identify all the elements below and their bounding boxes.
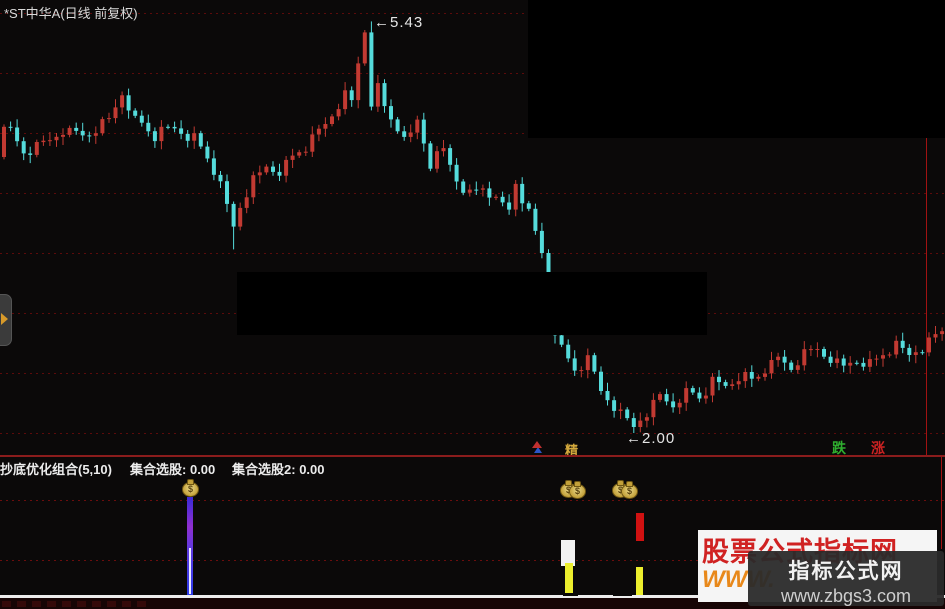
moneybag-sack: $	[569, 481, 586, 499]
main-candlestick-chart	[2, 21, 945, 433]
gridline	[0, 73, 945, 74]
gridline	[0, 373, 945, 374]
indicator-bar-purple	[187, 497, 193, 596]
triangle-red	[532, 441, 542, 448]
die-label: 跌	[832, 440, 846, 456]
indicator-bar-yellow	[565, 563, 573, 595]
moneybag-icon: $$	[560, 479, 586, 499]
moneybag-icon: $	[182, 478, 208, 498]
updown-triangle-icon	[531, 441, 543, 454]
scroll-left-tab[interactable]	[0, 294, 12, 346]
crosshair-vline	[941, 457, 942, 549]
moneybag-sack: $	[621, 481, 638, 499]
jing-badge: 精	[565, 443, 579, 458]
indicator-bar-red	[636, 513, 644, 541]
gridline	[0, 560, 945, 561]
moneybag-icon: $$	[612, 479, 638, 499]
gridline	[0, 133, 945, 134]
indicator-bar-yellow	[636, 567, 643, 595]
bottom-strip	[0, 598, 945, 609]
gridline	[0, 13, 945, 14]
panel-divider	[0, 455, 945, 457]
watermark-site-name: 指标公式网	[788, 560, 904, 583]
indicator-field1-value: 0.00	[189, 462, 216, 477]
baseline-notch	[613, 593, 632, 596]
indicator-field1: 集合选股: 0.00	[130, 459, 215, 478]
censor-box	[237, 272, 707, 335]
watermark-site-url: www.zbgs3.com	[780, 586, 912, 606]
indicator-field1-label: 集合选股:	[130, 462, 187, 477]
gridline	[0, 433, 945, 434]
indicator-bar-white	[561, 540, 575, 566]
indicator-field2: 集合选股2: 0.00	[232, 459, 325, 478]
chart-title: *ST中华A(日线 前复权)	[4, 6, 138, 21]
zero-baseline	[0, 595, 945, 598]
bottom-smudge	[2, 601, 152, 607]
baseline-notch	[563, 593, 578, 596]
triangle-blue	[534, 447, 542, 453]
gridline	[0, 253, 945, 254]
scroll-arrow-icon	[1, 313, 8, 325]
indicator-name[interactable]: 抄底优化组合(5,10)	[0, 462, 112, 477]
zhang-label: 涨	[871, 440, 885, 456]
gridline	[0, 193, 945, 194]
moneybag-sack: $	[182, 479, 199, 497]
gridline	[0, 500, 945, 501]
watermark-site-box: 指标公式网 www.zbgs3.com	[748, 551, 944, 606]
censor-box	[528, 0, 945, 138]
crosshair-vline	[926, 138, 927, 455]
low-price-annotation: ←2.00	[626, 430, 676, 447]
indicator-field2-value: 0.00	[299, 462, 325, 477]
high-price-annotation: ←5.43	[374, 14, 424, 31]
indicator-field2-label: 集合选股2:	[232, 462, 296, 477]
